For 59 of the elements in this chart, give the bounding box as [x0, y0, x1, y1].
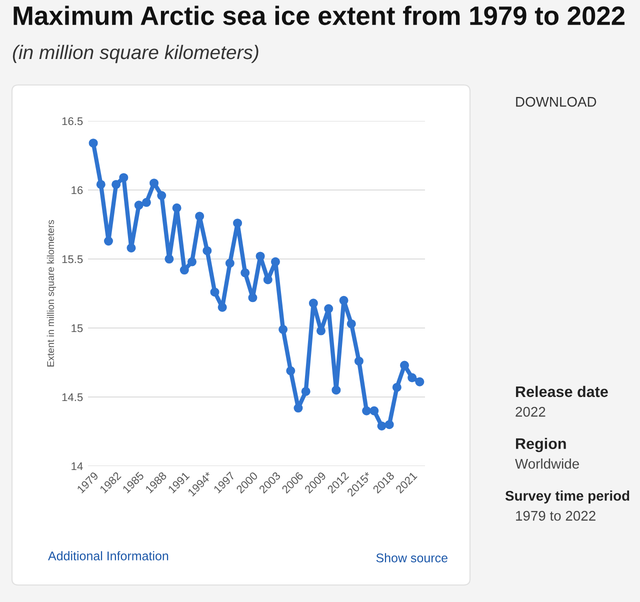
- point: [233, 218, 242, 228]
- point: [180, 266, 189, 275]
- point: [134, 200, 144, 210]
- text: Survey time period: [505, 490, 630, 504]
- text: 2022: [516, 406, 546, 417]
- point: [286, 366, 296, 376]
- point: [278, 324, 288, 334]
- y-tick-label: 16.5: [62, 117, 83, 126]
- point: [270, 257, 280, 266]
- text: DOWNLOAD: [516, 96, 596, 107]
- point: [339, 296, 348, 305]
- point: [384, 420, 394, 430]
- point: [202, 246, 212, 256]
- point: [164, 254, 174, 264]
- point: [218, 302, 227, 312]
- point: [415, 377, 424, 386]
- point: [408, 373, 417, 382]
- point: [256, 252, 265, 261]
- point: [187, 257, 196, 266]
- point: [104, 236, 114, 246]
- point: [210, 288, 220, 297]
- text: Additional Information: [48, 551, 168, 560]
- text: Worldwide: [515, 458, 579, 469]
- point: [126, 243, 136, 252]
- point: [142, 198, 151, 207]
- point: [240, 268, 250, 278]
- point: [354, 356, 364, 366]
- point: [195, 212, 204, 221]
- text: Release date: [516, 386, 608, 398]
- y-tick-label: 15.5: [62, 255, 83, 264]
- text: 1979 to 2022: [516, 510, 596, 521]
- point: [324, 304, 334, 314]
- point: [346, 319, 356, 328]
- point: [377, 421, 386, 430]
- chart-subtitle: (in million square kilometers): [12, 44, 258, 64]
- point: [88, 138, 98, 148]
- text: Show source: [376, 553, 448, 562]
- point: [96, 180, 106, 189]
- point: [362, 406, 372, 416]
- y-tick-label: 14: [72, 462, 83, 470]
- point: [392, 382, 402, 392]
- y-tick-label: 14.5: [62, 393, 83, 402]
- point: [225, 258, 234, 268]
- point: [400, 360, 410, 370]
- y-tick-label: 16: [72, 186, 83, 194]
- y-axis-title: Extent in million square kilometers: [46, 220, 56, 366]
- point: [119, 173, 128, 182]
- point: [370, 406, 379, 416]
- point: [172, 203, 182, 212]
- point: [308, 298, 318, 308]
- point: [112, 180, 121, 189]
- point: [332, 386, 341, 395]
- y-tick-label: 15: [72, 324, 83, 332]
- point: [294, 404, 303, 413]
- point: [248, 293, 258, 302]
- text: Region: [516, 438, 566, 452]
- chart-title: Maximum Arctic sea ice extent from 1979 to 2022: [14, 6, 625, 26]
- point: [157, 191, 166, 200]
- point: [301, 386, 310, 396]
